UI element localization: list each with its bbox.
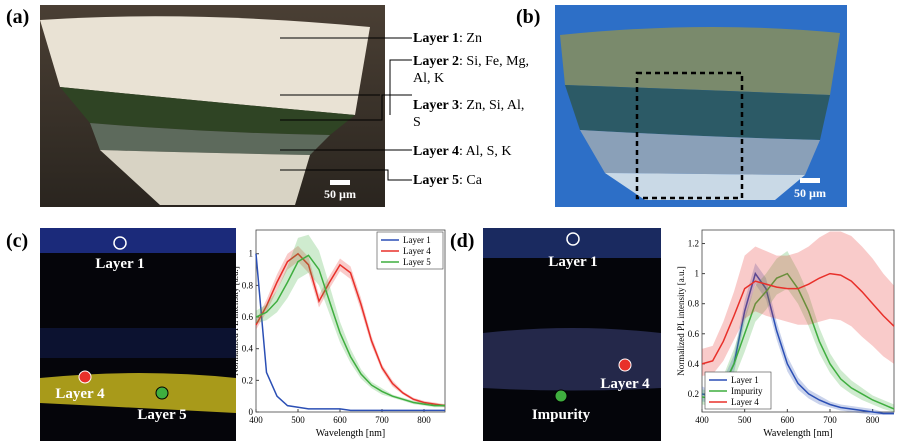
x-tick-label: 500 xyxy=(291,415,305,425)
leader-lines xyxy=(270,0,420,210)
x-axis-label: Wavelength [nm] xyxy=(316,428,385,439)
legend-label: Layer 1 xyxy=(403,235,431,245)
marker-label: Layer 1 xyxy=(95,256,144,272)
x-tick-label: 500 xyxy=(738,415,752,425)
y-tick-label: 0 xyxy=(249,407,254,417)
scale-bar-label: 50 µm xyxy=(794,186,826,200)
x-tick-label: 600 xyxy=(333,415,347,425)
y-tick-label: 1 xyxy=(695,269,700,279)
layer-entry: Layer 4: Al, S, K xyxy=(413,143,553,160)
panel-label: (b) xyxy=(516,6,540,29)
y-tick-label: 0.4 xyxy=(242,344,254,354)
y-tick-label: 1 xyxy=(249,249,254,259)
photo-d: Layer 1 Layer 4 Impurity xyxy=(483,228,661,441)
y-axis-label: Normalized PL intensity [a.u.] xyxy=(236,266,240,375)
photo-c: Layer 1 Layer 4 Layer 5 xyxy=(40,228,236,441)
x-tick-label: 700 xyxy=(375,415,389,425)
photo-b: 50 µm xyxy=(555,5,847,207)
y-tick-label: 0.2 xyxy=(242,375,253,385)
panel-label: (d) xyxy=(450,230,474,253)
x-tick-label: 400 xyxy=(695,415,709,425)
x-tick-label: 700 xyxy=(823,415,837,425)
legend-label: Layer 4 xyxy=(731,397,759,407)
y-tick-label: 0.2 xyxy=(688,389,699,399)
chart: 400 500 600 700 800 0.2 0.4 0.6 0.8 1 1.2 Wavelengt… xyxy=(676,226,896,443)
legend-label: Layer 4 xyxy=(403,246,431,256)
marker-label: Layer 4 xyxy=(55,386,105,402)
layer-entry: Layer 3: Zn, Si, Al, S xyxy=(413,97,533,131)
y-tick-label: 0.8 xyxy=(688,299,700,309)
marker-label: Impurity xyxy=(532,407,591,423)
figure: 50 µm (a) Layer 1: Zn Layer 2: Si, Fe, M… xyxy=(0,0,898,443)
y-tick-label: 1.2 xyxy=(688,239,699,249)
legend-label: Layer 1 xyxy=(731,375,759,385)
y-axis-label: Normalized PL intensity [a.u.] xyxy=(676,266,686,375)
y-tick-label: 0.8 xyxy=(242,280,254,290)
layer-entry: Layer 5: Ca xyxy=(413,172,543,189)
marker-label: Layer 5 xyxy=(137,407,186,423)
x-tick-label: 800 xyxy=(866,415,880,425)
y-tick-label: 0.6 xyxy=(688,329,700,339)
x-axis-label: Wavelength [nm] xyxy=(763,428,832,439)
y-tick-label: 0.4 xyxy=(688,359,700,369)
panel-label: (c) xyxy=(6,230,28,253)
layer-entry: Layer 1: Zn xyxy=(413,30,543,47)
x-tick-label: 600 xyxy=(781,415,795,425)
x-tick-label: 800 xyxy=(417,415,431,425)
panel-label: (a) xyxy=(6,6,29,29)
marker-label: Layer 1 xyxy=(548,254,597,270)
y-tick-label: 0.6 xyxy=(242,312,254,322)
marker-label: Layer 4 xyxy=(600,376,650,392)
legend-label: Impurity xyxy=(731,386,763,396)
layer-entry: Layer 2: Si, Fe, Mg, Al, K xyxy=(413,53,541,87)
legend-label: Layer 5 xyxy=(403,257,431,267)
